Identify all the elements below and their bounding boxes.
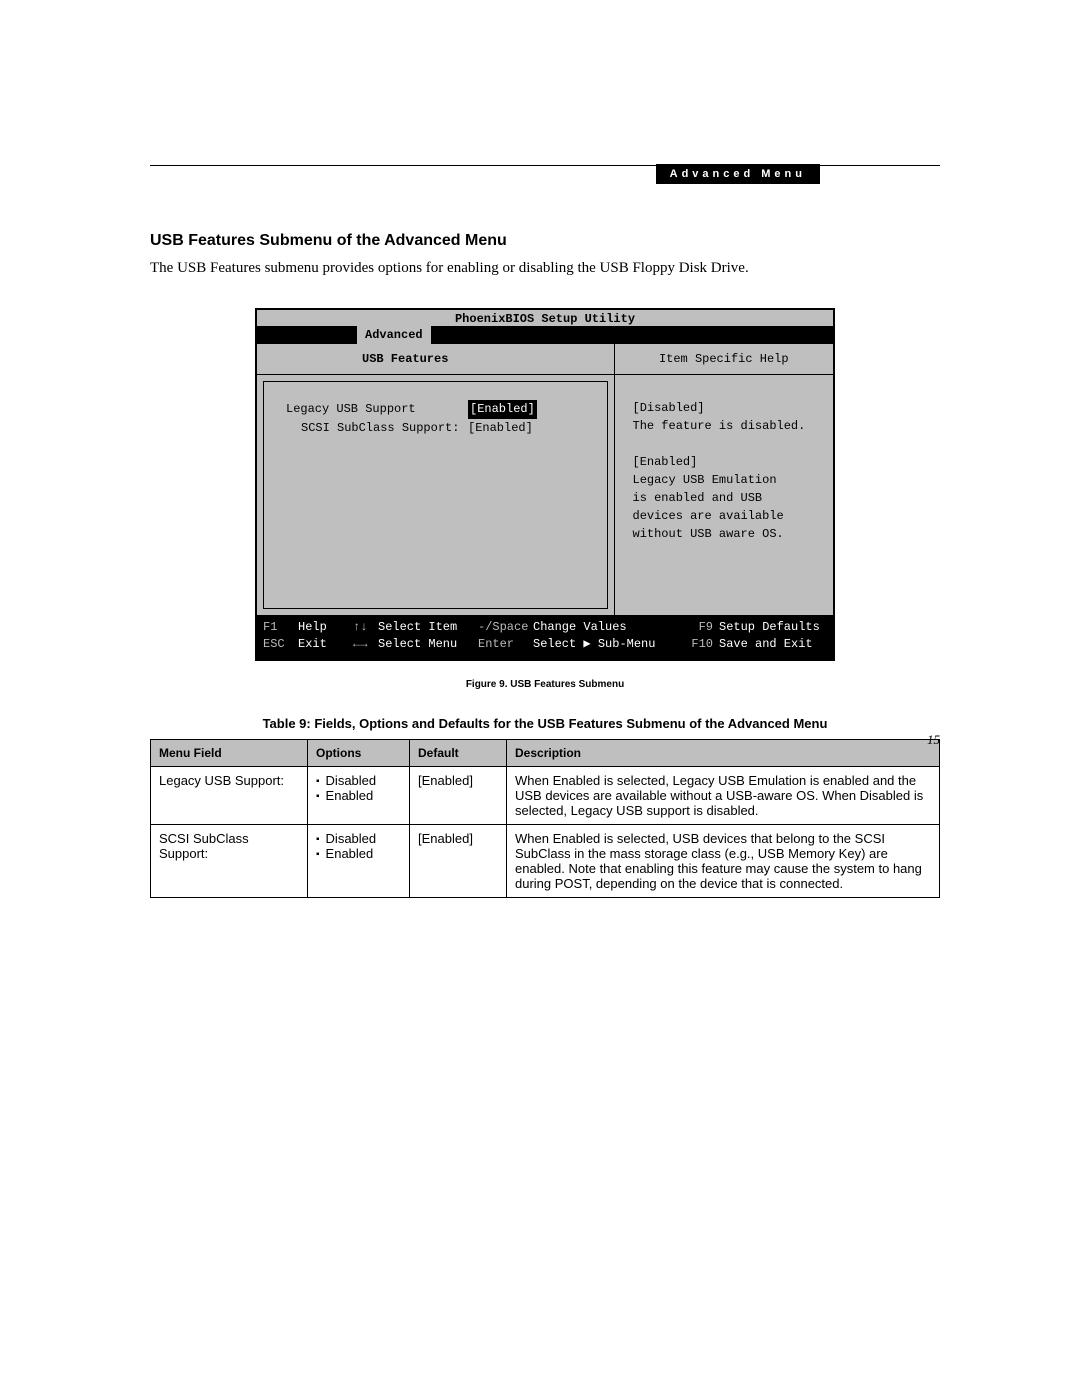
footer-key: F10 <box>683 636 719 653</box>
bios-field-label: Legacy USB Support <box>286 400 416 419</box>
option-item: Disabled <box>316 831 401 846</box>
section-intro: The USB Features submenu provides option… <box>150 258 940 278</box>
footer-label: Help <box>298 619 353 636</box>
cell-options: DisabledEnabled <box>308 824 410 897</box>
section-heading: USB Features Submenu of the Advanced Men… <box>150 232 940 250</box>
footer-label: Select ▶ Sub-Menu <box>533 636 683 653</box>
cell-description: When Enabled is selected, Legacy USB Emu… <box>507 766 940 824</box>
footer-key: -/Space <box>478 619 533 636</box>
th-options: Options <box>308 739 410 766</box>
figure-caption: Figure 9. USB Features Submenu <box>150 679 940 690</box>
footer-label: Exit <box>298 636 353 653</box>
cell-default: [Enabled] <box>410 824 507 897</box>
bios-footer-row2: ESC Exit ←→ Select Menu Enter Select ▶ S… <box>263 636 827 653</box>
footer-key: ←→ <box>353 636 378 653</box>
bios-help-title: Item Specific Help <box>615 344 834 375</box>
footer-key: ESC <box>263 636 298 653</box>
doc-table: Menu Field Options Default Description L… <box>150 739 940 898</box>
table-header-row: Menu Field Options Default Description <box>151 739 940 766</box>
bios-footer-row1: F1 Help ↑↓ Select Item -/Space Change Va… <box>263 619 827 636</box>
top-rule: Advanced Menu <box>150 165 940 166</box>
footer-label: Select Menu <box>378 636 478 653</box>
bios-help-line: without USB aware OS. <box>633 525 820 543</box>
footer-label: Select Item <box>378 619 478 636</box>
bios-help-line <box>633 435 820 453</box>
bios-help-line: is enabled and USB <box>633 489 820 507</box>
footer-label: Change Values <box>533 619 683 636</box>
footer-key: Enter <box>478 636 533 653</box>
footer-key: ↑↓ <box>353 619 378 636</box>
cell-menu: SCSI SubClass Support: <box>151 824 308 897</box>
table-row: Legacy USB Support:DisabledEnabled[Enabl… <box>151 766 940 824</box>
bios-help-line: [Enabled] <box>633 453 820 471</box>
bios-help-line: devices are available <box>633 507 820 525</box>
bios-body: USB Features Legacy USB Support [Enabled]… <box>257 344 833 615</box>
bios-left: USB Features Legacy USB Support [Enabled]… <box>257 344 615 615</box>
th-default: Default <box>410 739 507 766</box>
footer-key: F1 <box>263 619 298 636</box>
page-number: 15 <box>927 732 940 748</box>
option-item: Enabled <box>316 788 401 803</box>
footer-label: Setup Defaults <box>719 619 820 636</box>
bios-field-row: SCSI SubClass Support: [Enabled] <box>286 419 599 438</box>
table-row: SCSI SubClass Support:DisabledEnabled[En… <box>151 824 940 897</box>
footer-label: Save and Exit <box>719 636 813 653</box>
page: Advanced Menu USB Features Submenu of th… <box>0 0 1080 978</box>
bios-field-row: Legacy USB Support [Enabled] <box>286 400 599 419</box>
cell-description: When Enabled is selected, USB devices th… <box>507 824 940 897</box>
bios-help-text: [Disabled]The feature is disabled. [Enab… <box>621 381 828 609</box>
bios-fields: Legacy USB Support[Enabled]SCSI SubClass… <box>263 381 608 609</box>
option-item: Disabled <box>316 773 401 788</box>
bios-menubar: Advanced <box>257 326 833 344</box>
table-caption: Table 9: Fields, Options and Defaults fo… <box>150 716 940 731</box>
bios-tab-advanced: Advanced <box>357 326 431 344</box>
bios-field-value: [Enabled] <box>468 419 533 438</box>
cell-options: DisabledEnabled <box>308 766 410 824</box>
bios-help-line: Legacy USB Emulation <box>633 471 820 489</box>
th-description: Description <box>507 739 940 766</box>
bios-field-label: SCSI SubClass Support: <box>286 419 459 438</box>
section-tab: Advanced Menu <box>656 164 820 184</box>
bios-help-line: [Disabled] <box>633 399 820 417</box>
option-item: Enabled <box>316 846 401 861</box>
bios-box: PhoenixBIOS Setup Utility Advanced USB F… <box>255 308 835 661</box>
footer-key: F9 <box>683 619 719 636</box>
bios-help-line: The feature is disabled. <box>633 417 820 435</box>
cell-default: [Enabled] <box>410 766 507 824</box>
th-menu: Menu Field <box>151 739 308 766</box>
cell-menu: Legacy USB Support: <box>151 766 308 824</box>
bios-submenu-title: USB Features <box>257 344 614 375</box>
bios-field-value: [Enabled] <box>468 400 537 419</box>
bios-right: Item Specific Help [Disabled]The feature… <box>615 344 834 615</box>
bios-footer: F1 Help ↑↓ Select Item -/Space Change Va… <box>257 615 833 659</box>
bios-title: PhoenixBIOS Setup Utility <box>257 310 833 326</box>
